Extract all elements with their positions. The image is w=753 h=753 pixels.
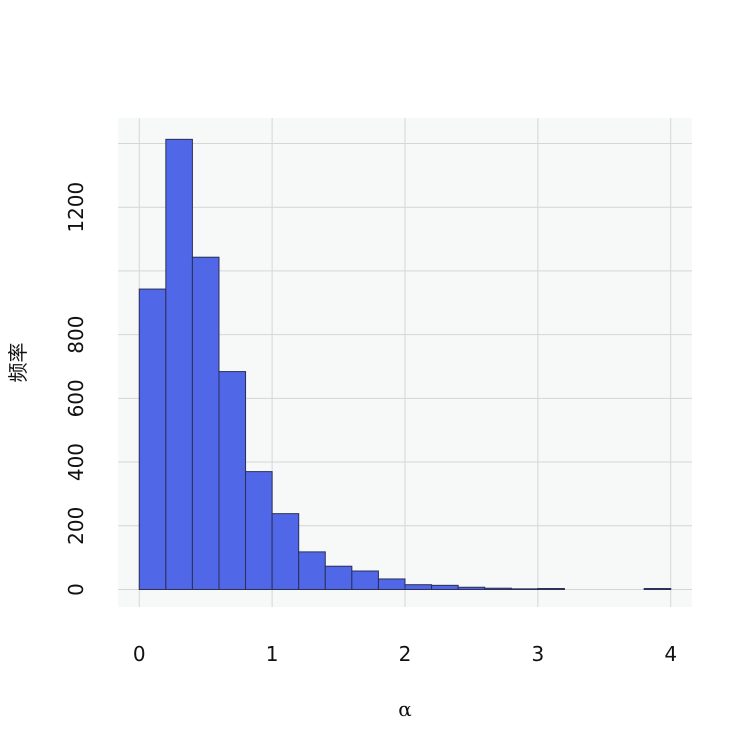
histogram-bar [431, 584, 459, 590]
y-tick-label: 800 [64, 316, 88, 354]
histogram-bar [138, 288, 167, 590]
histogram-bar [324, 565, 353, 590]
x-tick-label: 0 [133, 642, 146, 666]
y-tick-label: 200 [64, 507, 88, 545]
histogram-bar [271, 513, 300, 590]
histogram-bar [404, 584, 433, 590]
bars [138, 138, 672, 590]
histogram-bar [245, 471, 273, 590]
x-tick-label: 2 [399, 642, 412, 666]
y-tick-label: 1200 [64, 182, 88, 233]
x-tick-label: 1 [266, 642, 279, 666]
histogram-bar [377, 578, 406, 590]
histogram-bar [218, 371, 247, 590]
histogram-bar [191, 256, 220, 590]
histogram-bar [484, 587, 512, 590]
x-tick-label: 4 [664, 642, 677, 666]
y-tick-label: 0 [64, 583, 88, 596]
histogram-bar [457, 586, 486, 590]
x-tick-label: 3 [532, 642, 545, 666]
y-tick-label: 600 [64, 379, 88, 417]
x-axis-label: α [398, 697, 412, 721]
histogram-bar [643, 588, 672, 590]
histogram-bar [351, 570, 379, 590]
y-axis-ticks: 0 200 400 600 800 1200 [64, 182, 88, 596]
x-axis-ticks: 0 1 2 3 4 [133, 642, 677, 666]
histogram-bar [537, 588, 565, 590]
histogram-bar [165, 138, 193, 590]
histogram-bar [298, 551, 326, 590]
y-axis-label: 频率 [6, 343, 30, 383]
histogram-bar [510, 588, 539, 590]
y-tick-label: 400 [64, 443, 88, 481]
